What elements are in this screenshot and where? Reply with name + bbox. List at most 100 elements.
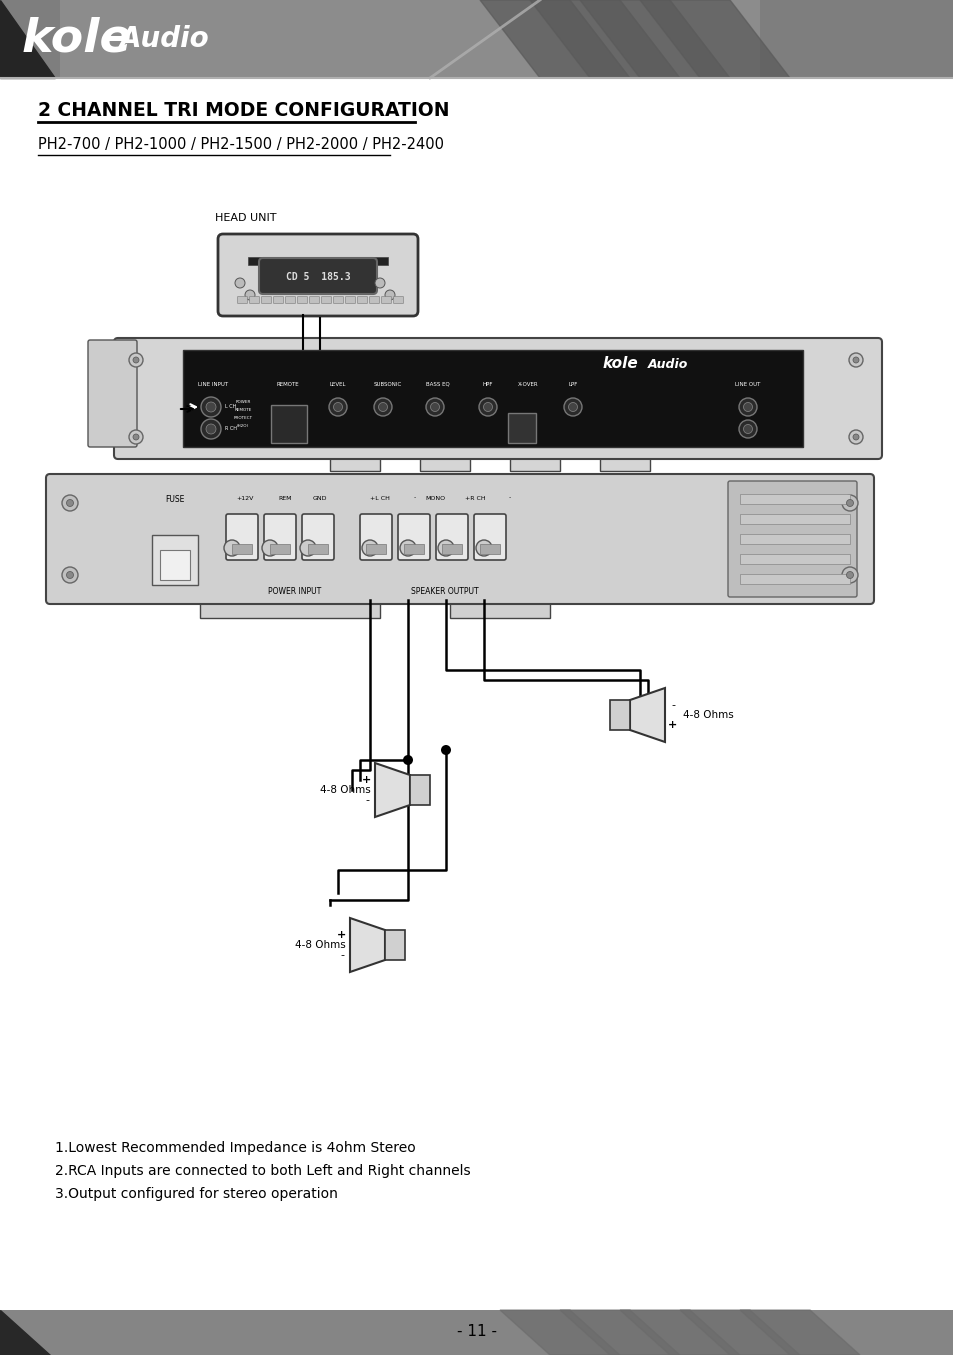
Circle shape xyxy=(568,402,577,412)
Circle shape xyxy=(841,495,857,511)
FancyBboxPatch shape xyxy=(309,297,319,304)
Bar xyxy=(232,543,252,554)
Circle shape xyxy=(262,541,277,556)
Text: - 11 -: - 11 - xyxy=(456,1324,497,1340)
Polygon shape xyxy=(0,0,55,79)
Bar xyxy=(450,600,550,618)
Bar xyxy=(0,1310,953,1355)
Bar xyxy=(609,701,629,730)
Bar xyxy=(366,543,386,554)
Text: REMOTE: REMOTE xyxy=(276,382,299,386)
Circle shape xyxy=(845,572,853,579)
Circle shape xyxy=(852,434,858,440)
Text: (H2O): (H2O) xyxy=(236,424,249,428)
Circle shape xyxy=(206,424,215,434)
Circle shape xyxy=(430,402,439,412)
FancyBboxPatch shape xyxy=(261,297,272,304)
FancyBboxPatch shape xyxy=(113,337,882,459)
Circle shape xyxy=(426,398,443,416)
Text: POWER INPUT: POWER INPUT xyxy=(268,588,321,596)
FancyBboxPatch shape xyxy=(345,297,355,304)
Text: +: + xyxy=(337,930,346,940)
Circle shape xyxy=(402,755,413,766)
FancyBboxPatch shape xyxy=(264,514,295,560)
Bar xyxy=(740,534,849,543)
Circle shape xyxy=(437,541,454,556)
Circle shape xyxy=(742,424,752,434)
Polygon shape xyxy=(559,1310,679,1355)
Text: LPF: LPF xyxy=(568,382,578,386)
Circle shape xyxy=(399,541,416,556)
FancyBboxPatch shape xyxy=(393,297,403,304)
Polygon shape xyxy=(679,1310,800,1355)
FancyBboxPatch shape xyxy=(357,297,367,304)
Bar xyxy=(0,0,953,79)
Text: REMOTE: REMOTE xyxy=(234,408,252,412)
Circle shape xyxy=(334,402,342,412)
Bar xyxy=(248,257,388,266)
Text: Audio: Audio xyxy=(647,358,688,370)
Polygon shape xyxy=(479,0,629,79)
Text: 4-8 Ohms: 4-8 Ohms xyxy=(682,710,733,720)
FancyBboxPatch shape xyxy=(46,474,873,604)
Circle shape xyxy=(476,541,492,556)
Polygon shape xyxy=(375,763,410,817)
Polygon shape xyxy=(629,688,664,743)
Circle shape xyxy=(378,402,387,412)
Circle shape xyxy=(739,398,757,416)
Circle shape xyxy=(739,420,757,438)
Bar xyxy=(740,495,849,504)
Circle shape xyxy=(129,354,143,367)
Circle shape xyxy=(224,541,240,556)
Polygon shape xyxy=(579,0,729,79)
Text: LINE INPUT: LINE INPUT xyxy=(197,382,228,386)
Polygon shape xyxy=(350,917,385,972)
Text: Audio: Audio xyxy=(120,24,210,53)
Circle shape xyxy=(132,434,139,440)
Circle shape xyxy=(374,398,392,416)
Circle shape xyxy=(385,290,395,299)
Circle shape xyxy=(742,402,752,412)
Circle shape xyxy=(201,397,221,417)
Text: X-OVER: X-OVER xyxy=(517,382,537,386)
Bar xyxy=(385,930,405,959)
Circle shape xyxy=(234,278,245,289)
Bar xyxy=(419,455,470,472)
Text: 2.RCA Inputs are connected to both Left and Right channels: 2.RCA Inputs are connected to both Left … xyxy=(55,1164,470,1177)
Text: LEVEL: LEVEL xyxy=(330,382,346,386)
Text: SPEAKER OUTPUT: SPEAKER OUTPUT xyxy=(411,588,478,596)
Bar xyxy=(403,543,423,554)
Bar xyxy=(479,543,499,554)
Polygon shape xyxy=(499,1310,619,1355)
Text: HEAD UNIT: HEAD UNIT xyxy=(214,213,276,224)
Circle shape xyxy=(129,430,143,444)
Text: LINE OUT: LINE OUT xyxy=(735,382,760,386)
FancyBboxPatch shape xyxy=(436,514,468,560)
Circle shape xyxy=(852,356,858,363)
FancyBboxPatch shape xyxy=(381,297,391,304)
Text: 2 CHANNEL TRI MODE CONFIGURATION: 2 CHANNEL TRI MODE CONFIGURATION xyxy=(38,100,449,119)
Text: +L CH: +L CH xyxy=(370,496,390,500)
Text: -: - xyxy=(365,795,369,805)
Circle shape xyxy=(299,541,315,556)
Bar xyxy=(740,554,849,564)
Text: GND: GND xyxy=(313,496,327,500)
Text: kole: kole xyxy=(22,16,132,61)
Text: -: - xyxy=(670,701,675,710)
Text: MONO: MONO xyxy=(424,496,445,500)
Circle shape xyxy=(440,745,451,755)
Text: L CH: L CH xyxy=(225,405,236,409)
Text: 4-8 Ohms: 4-8 Ohms xyxy=(294,940,345,950)
Text: -: - xyxy=(339,950,344,959)
Polygon shape xyxy=(740,1310,859,1355)
Text: BASS EQ: BASS EQ xyxy=(426,382,450,386)
Bar xyxy=(183,350,802,447)
Polygon shape xyxy=(619,1310,740,1355)
Text: FUSE: FUSE xyxy=(165,496,185,504)
Text: +12V: +12V xyxy=(236,496,253,500)
Circle shape xyxy=(478,398,497,416)
FancyBboxPatch shape xyxy=(474,514,505,560)
Circle shape xyxy=(483,402,492,412)
Circle shape xyxy=(62,495,78,511)
FancyBboxPatch shape xyxy=(274,297,283,304)
